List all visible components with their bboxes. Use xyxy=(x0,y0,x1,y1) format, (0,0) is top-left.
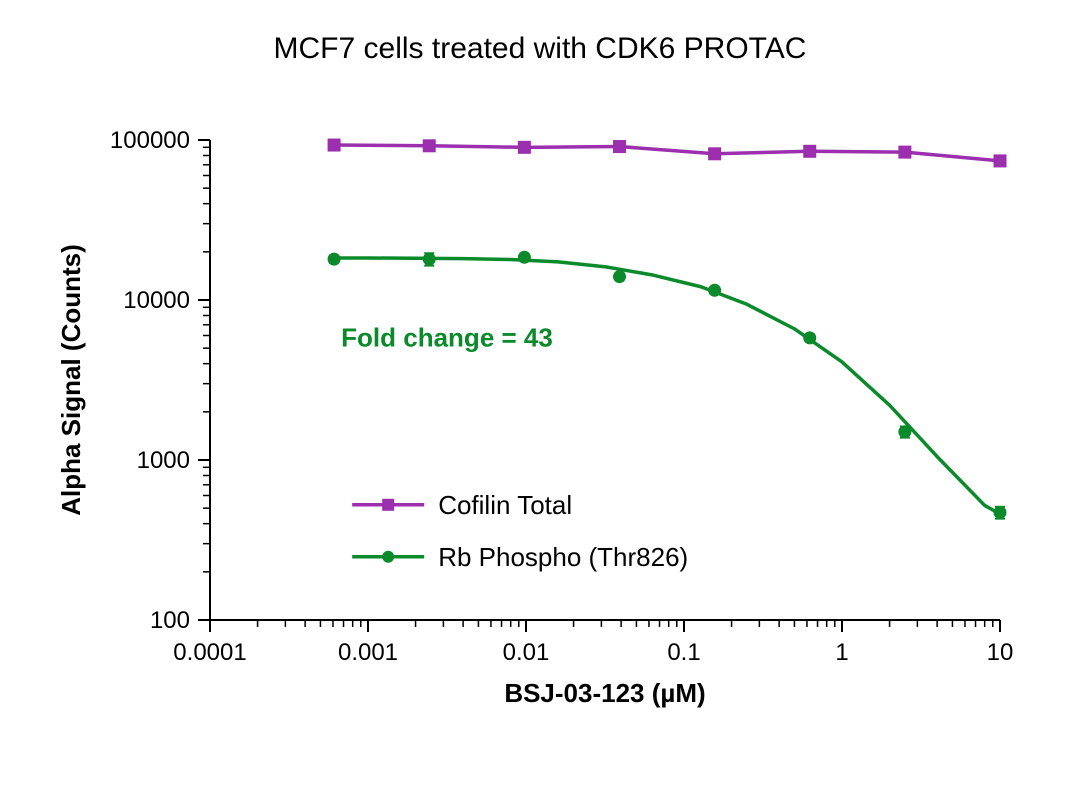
chart-title: MCF7 cells treated with CDK6 PROTAC xyxy=(0,32,1080,66)
data-marker xyxy=(328,253,340,265)
legend-label: Cofilin Total xyxy=(438,490,572,520)
x-tick-label: 1 xyxy=(835,639,848,666)
x-tick-label: 0.001 xyxy=(338,639,398,666)
data-marker xyxy=(613,271,625,283)
data-marker xyxy=(994,155,1006,167)
legend-marker xyxy=(382,551,394,563)
x-tick-label: 0.0001 xyxy=(173,639,246,666)
fold-change-annotation: Fold change = 43 xyxy=(341,322,553,352)
data-marker xyxy=(709,148,721,160)
data-marker xyxy=(423,140,435,152)
series-line xyxy=(334,258,1000,514)
data-marker xyxy=(613,141,625,153)
x-tick-label: 0.1 xyxy=(667,639,700,666)
legend-marker xyxy=(382,499,394,511)
x-tick-label: 0.01 xyxy=(503,639,550,666)
chart-svg: 0.0001 0.001 0.01 0.1 1 10 BSJ-03-123 (µM) 100 1… xyxy=(0,0,1080,795)
data-marker xyxy=(899,426,911,438)
data-marker xyxy=(994,506,1006,518)
data-marker xyxy=(423,253,435,265)
data-marker xyxy=(804,332,816,344)
y-tick-label: 1000 xyxy=(137,447,190,474)
y-tick-label: 100 xyxy=(150,607,190,634)
y-axis-label: Alpha Signal (Counts) xyxy=(56,244,86,516)
x-tick-label: 10 xyxy=(987,639,1014,666)
x-axis-label: BSJ-03-123 (µM) xyxy=(504,678,705,708)
chart-container: MCF7 cells treated with CDK6 PROTAC 0.00… xyxy=(0,0,1080,795)
data-marker xyxy=(518,251,530,263)
y-tick-label: 10000 xyxy=(123,287,190,314)
data-marker xyxy=(709,284,721,296)
y-tick-label: 100000 xyxy=(110,127,190,154)
data-marker xyxy=(804,145,816,157)
legend-label: Rb Phospho (Thr826) xyxy=(438,542,688,572)
data-marker xyxy=(518,141,530,153)
data-marker xyxy=(899,146,911,158)
data-marker xyxy=(328,139,340,151)
